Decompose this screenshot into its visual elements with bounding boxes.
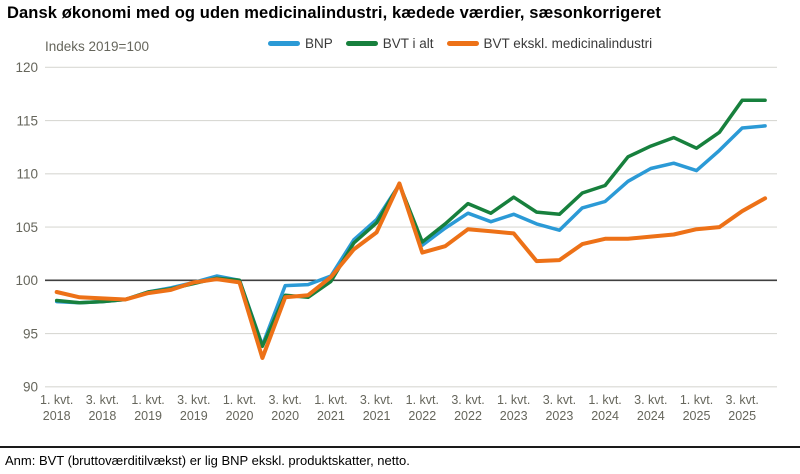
- series-line-bvt-ekskl-medicinalindustri: [54, 181, 768, 360]
- y-tick-label: 105: [15, 220, 38, 235]
- x-tick-label: 3. kvt.: [360, 393, 393, 407]
- chart-title: Dansk økonomi med og uden medicinalindus…: [7, 4, 662, 22]
- legend-label: BVT i alt: [382, 36, 434, 51]
- x-tick-year: 2022: [454, 409, 482, 423]
- x-tick-label: 1. kvt.: [497, 393, 530, 407]
- x-tick-year: 2020: [226, 409, 254, 423]
- legend-label: BVT ekskl. medicinalindustri: [483, 36, 653, 51]
- legend-swatch-bnp: [268, 41, 300, 46]
- y-tick-label: 110: [16, 167, 38, 182]
- x-tick-year: 2019: [180, 409, 208, 423]
- x-tick-year: 2022: [408, 409, 436, 423]
- x-tick-label: 1. kvt.: [223, 393, 256, 407]
- line-chart: 90 95 100 105 110 115 120 1. kvt. 2018 3. kvt. 201…: [15, 60, 777, 423]
- x-tick-year: 2020: [271, 409, 299, 423]
- legend-label: BNP: [305, 36, 333, 51]
- x-tick-label: 3. kvt.: [451, 393, 484, 407]
- x-tick-label: 3. kvt.: [726, 393, 759, 407]
- x-tick-label: 3. kvt.: [269, 393, 302, 407]
- x-tick-year: 2018: [88, 409, 116, 423]
- y-tick-label: 90: [23, 380, 38, 395]
- x-tick-year: 2024: [591, 409, 619, 423]
- x-tick-label: 3. kvt.: [634, 393, 667, 407]
- x-tick-label: 1. kvt.: [588, 393, 621, 407]
- x-tick-label: 3. kvt.: [543, 393, 576, 407]
- x-tick-label: 3. kvt.: [86, 393, 119, 407]
- y-tick-label: 100: [15, 273, 38, 288]
- legend: BNP BVT i alt BVT ekskl. medicinalindustri: [268, 36, 652, 51]
- x-tick-label: 1. kvt.: [131, 393, 164, 407]
- footnote-separator: [0, 446, 800, 448]
- x-tick-label: 3. kvt.: [177, 393, 210, 407]
- legend-item-bnp: BNP: [268, 36, 333, 51]
- y-tick-label: 95: [23, 326, 38, 341]
- x-tick-label: 1. kvt.: [40, 393, 73, 407]
- y-tick-label: 115: [16, 113, 38, 128]
- x-tick-year: 2023: [500, 409, 528, 423]
- x-tick-year: 2018: [43, 409, 71, 423]
- legend-item-bvt-ekskl-medicinalindustri: BVT ekskl. medicinalindustri: [446, 36, 653, 51]
- footnote: Anm: BVT (bruttoværditilvækst) er lig BN…: [5, 453, 410, 468]
- x-tick-year: 2025: [728, 409, 756, 423]
- axis-unit-label: Indeks 2019=100: [45, 39, 149, 54]
- legend-item-bvt-i-alt: BVT i alt: [345, 36, 434, 51]
- legend-swatch-bvt-i-alt: [345, 41, 378, 46]
- x-tick-year: 2021: [317, 409, 345, 423]
- x-tick-label: 1. kvt.: [680, 393, 713, 407]
- y-tick-label: 120: [15, 60, 38, 75]
- x-tick-year: 2023: [545, 409, 573, 423]
- x-tick-year: 2024: [637, 409, 665, 423]
- x-tick-label: 1. kvt.: [314, 393, 347, 407]
- x-tick-year: 2025: [683, 409, 711, 423]
- x-tick-year: 2021: [363, 409, 391, 423]
- legend-swatch-bvt-ekskl-medicinalindustri: [446, 41, 479, 46]
- x-tick-label: 1. kvt.: [406, 393, 439, 407]
- x-tick-year: 2019: [134, 409, 162, 423]
